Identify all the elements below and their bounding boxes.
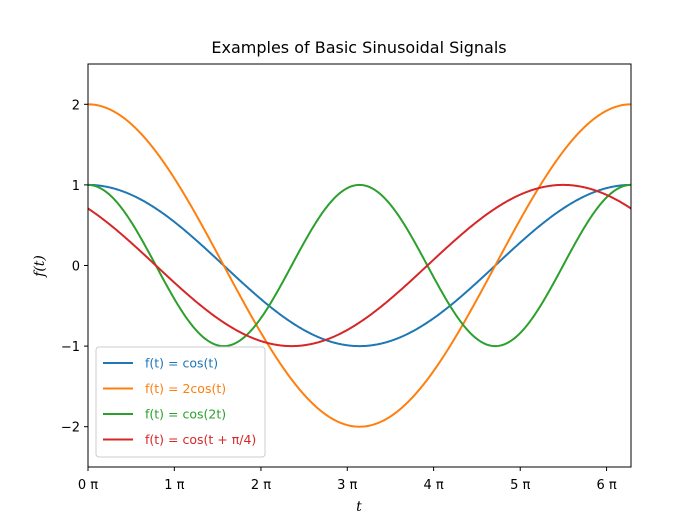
x-tick-label: 5 π [510, 478, 530, 493]
legend-label-3: f(t) = cos(2t) [145, 407, 226, 422]
legend: f(t) = cos(t) f(t) = 2cos(t) f(t) = cos(2t… [95, 346, 266, 458]
x-tick-label: 3 π [337, 478, 357, 493]
x-tick-label: 1 π [164, 478, 184, 493]
series-line-1 [87, 183, 632, 348]
y-tick-label: −1 [61, 340, 80, 355]
x-tick-label: 6 π [596, 478, 616, 493]
legend-label-1: f(t) = cos(t) [145, 356, 218, 371]
series-line-2 [87, 103, 632, 428]
x-ticks: 0 π 1 π 2 π 3 π 4 π 5 π 6 π [78, 467, 617, 493]
x-axis-label: t [356, 499, 362, 515]
chart-title: Examples of Basic Sinusoidal Signals [211, 38, 506, 57]
y-ticks: −2 −1 0 1 2 [61, 98, 88, 436]
series-line-3 [87, 183, 632, 348]
x-tick-label: 2 π [251, 478, 271, 493]
legend-box [95, 346, 266, 458]
legend-label-2: f(t) = 2cos(t) [145, 381, 226, 396]
series-line-4 [87, 183, 632, 348]
y-tick-label: −2 [61, 421, 80, 436]
y-tick-label: 2 [72, 98, 80, 113]
legend-label-4: f(t) = cos(t + π/4) [145, 432, 256, 447]
x-tick-label: 0 π [78, 478, 98, 493]
series-lines [87, 103, 632, 428]
y-tick-label: 0 [72, 260, 80, 275]
x-tick-label: 4 π [424, 478, 444, 493]
y-tick-label: 1 [72, 179, 80, 194]
y-axis-label: f(t) [32, 255, 48, 278]
